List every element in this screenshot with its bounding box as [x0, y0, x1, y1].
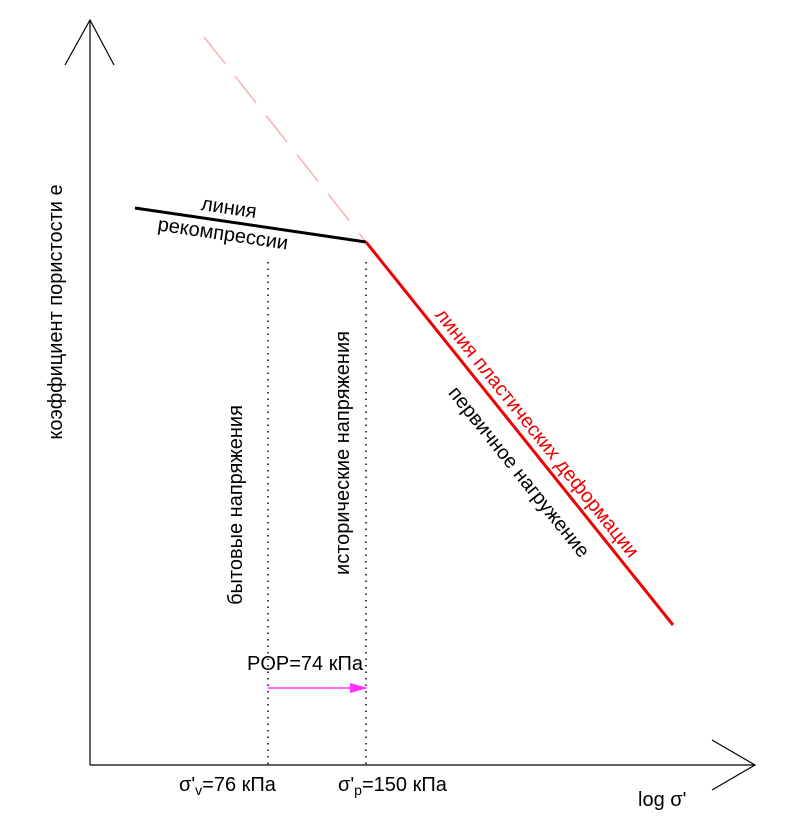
plastic-deformation-line	[364, 241, 675, 626]
virgin-line-extension	[203, 36, 367, 243]
sigma-p-prefix: σ'	[338, 774, 354, 796]
pop-label: POP=74 кПа	[247, 653, 364, 675]
sigma-v-subscript: v	[195, 782, 202, 798]
sigma-p-subscript: p	[354, 782, 362, 798]
historic-stress-label: исторические напряжения	[332, 331, 354, 575]
x-axis-label: log σ'	[638, 789, 686, 811]
in-situ-stress-label: бытовые напряжения	[225, 405, 247, 605]
recompression-line	[134, 206, 367, 244]
y-axis-label: коэффициент пористости е	[45, 184, 67, 439]
sigma-p-tick-label: σ'p=150 кПа	[338, 774, 448, 798]
sigma-p-suffix: =150 кПа	[362, 774, 448, 796]
x-axis-arrowhead	[711, 739, 757, 791]
sigma-v-suffix: =76 кПа	[202, 774, 277, 796]
y-axis-arrowhead	[64, 18, 115, 66]
sigma-v-tick-label: σ'v=76 кПа	[179, 774, 277, 798]
sigma-v-prefix: σ'	[179, 774, 195, 796]
plastic-line-label: линия пластических деформации	[430, 304, 643, 562]
pop-arrow-head	[350, 683, 368, 693]
